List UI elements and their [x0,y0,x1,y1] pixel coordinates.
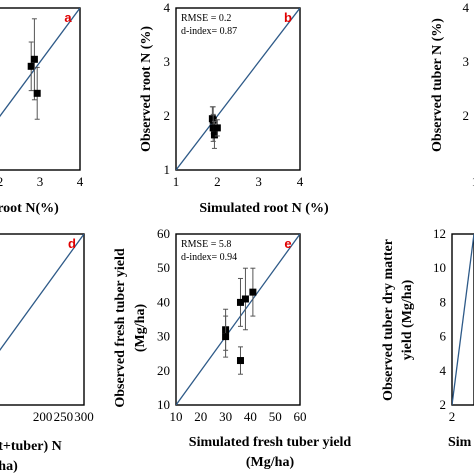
stat-text: d-index= 0.87 [181,26,237,37]
one-to-one-line [0,234,84,351]
y-tick-label: 1 [164,162,171,177]
one-to-one-line [176,8,300,170]
y-axis-label: Observed fresh tuber yield [113,248,128,408]
x-tick-label: 30 [219,409,232,424]
panel-e: 10 20 30 40 50 60 10 20 30 40 50 60 e RMSE = 5.8 d-ind… [113,226,351,470]
y-tick-label: 10 [433,260,446,275]
y-tick-label: 3 [463,54,470,69]
plot-frame [451,233,474,406]
y-tick-label: 4 [463,0,470,15]
x-axis-label: Simulated root N (%) [199,201,329,216]
x-axis-label-line2: ha) [0,459,18,474]
y-tick-label: 8 [440,294,447,309]
panel-b: 1 2 3 4 1 2 3 4 b RMSE = 0.2 d-index= 0.87 Simulate… [139,0,329,216]
y-axis-label: Observed root N (%) [139,26,154,152]
y-tick-label: 12 [433,226,446,241]
y-tick-label: 2 [440,397,447,412]
y-axis-label-line2: yield (Mg/ha) [400,279,415,360]
one-to-one-line [176,234,300,405]
data-point [209,124,217,132]
panel-f: 22 4 6 8 10 12 Sim Observed tuber dry matter yie… [381,226,474,450]
data-point [210,131,218,139]
plot-frame [175,233,301,406]
data-point [222,333,230,341]
panel-a: 2 3 4 a root N(%) [0,7,84,216]
data-point [213,124,221,132]
x-tick-label: 1 [472,174,474,189]
panel-label: a [64,10,72,25]
plot-frame [0,7,81,171]
y-tick-label: 60 [157,226,170,241]
x-tick-label: 3 [37,174,44,189]
x-tick-label: 3 [255,174,262,189]
x-axis-label: Simulated fresh tuber yield [189,435,352,450]
one-to-one-line [0,8,80,118]
y-tick-label: 3 [164,54,171,69]
panel-c: 1234RdObserved tuber N (%) [430,0,474,189]
data-point [33,89,41,97]
y-tick-label: 20 [157,363,170,378]
panel-label: b [284,10,292,25]
data-point [27,62,35,70]
x-tick-label: 50 [269,409,282,424]
x-tick-label: 4 [297,174,304,189]
panel-label: e [284,236,291,251]
x-axis-label: t+tuber) N [0,439,62,454]
x-tick-label: 1 [173,174,180,189]
y-axis-label-line2: (Mg/ha) [133,304,148,353]
panel-label: d [68,236,76,251]
x-tick-label: 40 [244,409,257,424]
x-tick-label: 2 [0,174,3,189]
x-axis-label: root N(%) [0,201,59,216]
y-axis-label: Observed tuber N (%) [430,18,445,152]
y-tick-label: 10 [157,397,170,412]
x-tick-label: 2 [214,174,221,189]
plot-frame [0,233,85,406]
stat-text: RMSE = 0.2 [181,13,231,24]
x-axis-label: Sim [448,435,472,450]
one-to-one-line [452,234,474,405]
x-tick-label: 10 [170,409,183,424]
y-tick-label: 2 [463,108,470,123]
data-point [249,288,257,296]
data-point [30,55,38,63]
y-tick-label: 4 [164,0,171,15]
x-tick-label: 200 [33,409,53,424]
data-point [241,295,249,303]
stat-text: d-index= 0.94 [181,252,237,263]
y-tick-label: 50 [157,260,170,275]
y-tick-label: 4 [440,363,447,378]
x-tick-label: 4 [77,174,84,189]
data-point [236,298,244,306]
y-axis-label: Observed tuber dry matter [381,239,396,401]
x-tick-label: 300 [74,409,94,424]
x-axis-label-line2: (Mg/ha) [246,455,295,470]
stat-text: RMSE = 5.8 [181,239,231,250]
y-tick-label: 6 [440,329,447,344]
data-point [236,357,244,365]
y-tick-label: 30 [157,329,170,344]
x-tick-label: 2 [449,409,456,424]
plot-frame [175,7,301,171]
x-tick-label: 250 [54,409,74,424]
x-tick-label: 60 [294,409,307,424]
y-tick-label: 40 [157,294,170,309]
y-tick-label: 2 [164,108,171,123]
panel-d: 200 250 300 d t+tuber) N ha) [0,233,94,474]
x-tick-label: 20 [194,409,207,424]
